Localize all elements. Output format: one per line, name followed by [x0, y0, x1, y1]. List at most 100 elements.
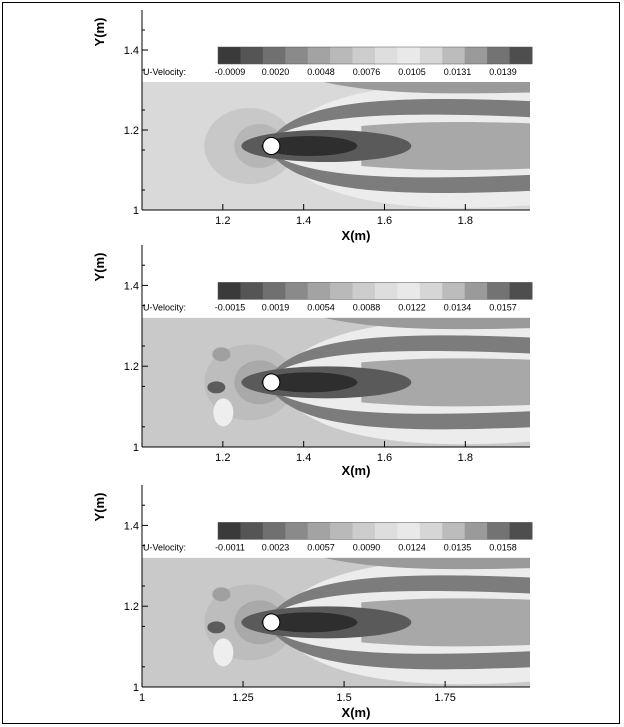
x-tick-label: 1.2	[215, 452, 230, 464]
legend-swatch	[218, 522, 241, 540]
x-tick-label: 1.8	[458, 452, 473, 464]
vortex-spot	[212, 587, 231, 602]
legend-label: 0.0019	[262, 302, 290, 312]
legend-swatch	[397, 282, 421, 300]
y-tick-label: 1.4	[124, 45, 139, 57]
wake-lower-lobe	[271, 630, 530, 670]
legend-swatch	[285, 282, 309, 300]
contour-plot-1: 1 1.2 1.4 1.2 1.4 1.6 1.8 X(m) Y(m) U-Velocity: -0…	[92, 10, 533, 243]
legend-swatch	[330, 282, 354, 300]
x-tick-label: 1.2	[215, 215, 230, 227]
legend-swatch	[375, 282, 398, 300]
legend-swatch	[285, 522, 309, 540]
x-tick-label: 1	[139, 692, 145, 704]
legend-swatch	[442, 522, 466, 540]
y-tick-label: 1.2	[124, 601, 139, 613]
legend-swatch	[442, 47, 466, 64]
legend-label: -0.0015	[215, 302, 246, 312]
legend-label: 0.0076	[353, 67, 381, 77]
legend-label: 0.0122	[398, 302, 426, 312]
y-axis-title: Y(m)	[92, 493, 107, 522]
contour-plot-3: 1 1.2 1.4 1 1.25 1.5 1.75 X(m) Y(m) U-Velocity: -0…	[92, 485, 533, 720]
legend-swatch	[464, 522, 488, 540]
x-tick-label: 1.4	[296, 215, 311, 227]
x-axis-title: X(m)	[342, 705, 371, 720]
wake-core-inner	[261, 372, 358, 393]
legend-swatch	[352, 522, 376, 540]
legend-swatch	[307, 522, 331, 540]
x-tick-label: 1.75	[434, 692, 455, 704]
legend-swatch	[397, 47, 421, 64]
y-axis-title: Y(m)	[92, 253, 107, 282]
legend-swatch	[262, 47, 286, 64]
legend-border	[217, 282, 533, 300]
legend-label: 0.0090	[353, 542, 381, 552]
contour-field	[142, 557, 530, 687]
legend-border	[217, 522, 533, 540]
upper-region-band	[323, 317, 530, 330]
legend-swatch	[352, 282, 376, 300]
x-tick-label: 1.8	[458, 215, 473, 227]
legend-label: 0.0158	[489, 542, 517, 552]
legend-swatch	[419, 47, 443, 64]
vortex-spot	[213, 398, 234, 427]
legend-label: 0.0124	[398, 542, 426, 552]
legend-swatch	[218, 47, 241, 64]
x-tick-label: 1.25	[232, 692, 253, 704]
legend-label: 0.0135	[444, 542, 472, 552]
legend-swatch	[487, 47, 511, 64]
legend-swatch	[509, 522, 533, 540]
legend-label: 0.0157	[489, 302, 517, 312]
legend-swatch	[218, 282, 241, 300]
x-tick-label: 1.4	[296, 452, 311, 464]
vortex-spot	[207, 381, 226, 394]
legend-swatch	[509, 282, 533, 300]
legend-label: 0.0134	[444, 302, 472, 312]
cylinder-marker	[262, 137, 281, 155]
legend-swatch	[375, 522, 398, 540]
legend-label: 0.0048	[307, 67, 335, 77]
y-tick-label: 1.4	[124, 520, 139, 532]
legend-swatch	[352, 47, 376, 64]
x-tick-label: 1.6	[377, 452, 392, 464]
legend-swatch	[487, 522, 511, 540]
legend-swatch	[419, 282, 443, 300]
wake-upper-lobe	[271, 99, 530, 138]
legend-swatch	[307, 282, 331, 300]
legend-swatch	[240, 47, 264, 64]
legend-swatch	[419, 522, 443, 540]
vortex-spot	[212, 347, 231, 362]
wake-core-inner	[261, 612, 358, 633]
legend-title: U-Velocity:	[143, 302, 186, 312]
far-wake	[361, 358, 530, 407]
legend-label: 0.0057	[307, 542, 335, 552]
legend-swatch	[442, 282, 466, 300]
upper-region-band	[323, 82, 530, 94]
legend-label: -0.0011	[215, 542, 245, 552]
vortex-spot	[213, 638, 234, 667]
legend-border	[217, 46, 533, 65]
legend-title: U-Velocity:	[143, 542, 186, 552]
legend-label: 0.0139	[489, 67, 517, 77]
y-tick-label: 1.4	[124, 280, 139, 292]
upper-region-band	[323, 557, 530, 570]
x-axis-title: X(m)	[342, 463, 371, 478]
legend-label: 0.0020	[262, 67, 290, 77]
legend-swatch	[464, 282, 488, 300]
wake-lower-lobe	[271, 154, 530, 193]
legend-label: 0.0023	[262, 542, 290, 552]
legend-swatch	[285, 47, 309, 64]
x-tick-label: 1.6	[377, 215, 392, 227]
legend-label: 0.0105	[398, 67, 426, 77]
far-wake	[361, 122, 530, 170]
cylinder-marker	[262, 373, 281, 392]
legend-label: 0.0054	[307, 302, 335, 312]
legend-swatch	[262, 522, 286, 540]
far-wake	[361, 598, 530, 647]
contour-field	[142, 317, 530, 447]
legend-label: 0.0131	[444, 67, 472, 77]
legend-label: -0.0009	[215, 67, 246, 77]
x-axis-title: X(m)	[342, 228, 371, 243]
